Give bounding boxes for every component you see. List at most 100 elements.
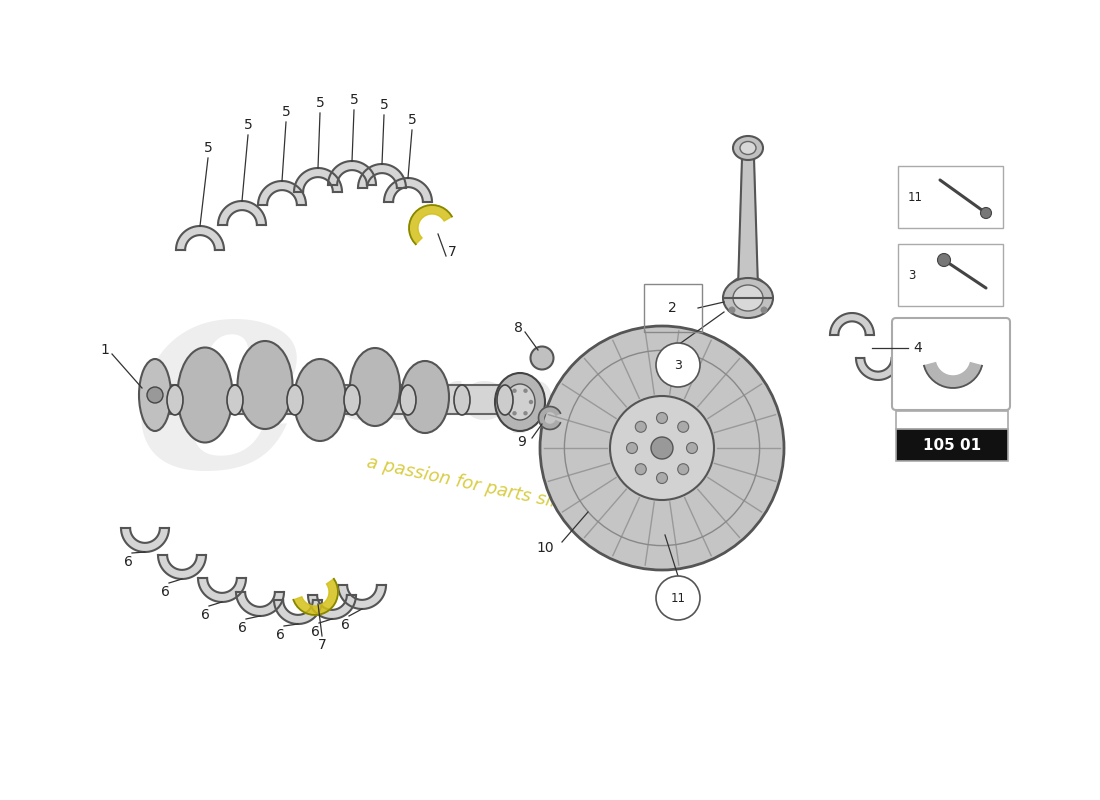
Text: 5: 5 — [350, 93, 359, 107]
Ellipse shape — [344, 385, 360, 415]
Circle shape — [540, 326, 784, 570]
Ellipse shape — [505, 384, 535, 420]
Text: europärts: europärts — [336, 366, 704, 434]
Text: 6: 6 — [161, 585, 169, 599]
Polygon shape — [294, 579, 338, 615]
Circle shape — [656, 576, 700, 620]
Ellipse shape — [294, 359, 346, 441]
Polygon shape — [338, 585, 386, 609]
Text: 6: 6 — [341, 618, 350, 632]
Text: 5: 5 — [282, 105, 290, 119]
Text: 11: 11 — [671, 591, 685, 605]
Text: 6: 6 — [310, 625, 319, 639]
Text: 5: 5 — [243, 118, 252, 132]
Polygon shape — [158, 555, 206, 579]
Circle shape — [513, 389, 517, 393]
Text: 5: 5 — [379, 98, 388, 112]
Circle shape — [657, 413, 668, 423]
Text: 5: 5 — [316, 96, 324, 110]
Circle shape — [529, 400, 534, 404]
Text: 9: 9 — [518, 435, 527, 449]
Circle shape — [147, 387, 163, 403]
Circle shape — [678, 422, 689, 432]
Circle shape — [507, 400, 512, 404]
Polygon shape — [176, 226, 224, 250]
Circle shape — [760, 306, 768, 314]
Polygon shape — [121, 528, 169, 552]
Bar — [896, 429, 1008, 461]
Circle shape — [513, 411, 517, 415]
Text: 3: 3 — [908, 269, 915, 282]
Polygon shape — [308, 595, 356, 619]
Circle shape — [657, 473, 668, 483]
Ellipse shape — [733, 285, 763, 311]
Ellipse shape — [454, 385, 470, 415]
Circle shape — [686, 442, 697, 454]
Polygon shape — [830, 313, 874, 335]
Text: 4: 4 — [914, 341, 923, 355]
Ellipse shape — [238, 341, 293, 429]
Polygon shape — [409, 205, 452, 244]
Text: 5: 5 — [408, 113, 417, 127]
Polygon shape — [384, 178, 432, 202]
Text: 7: 7 — [318, 638, 327, 652]
Text: 11: 11 — [908, 190, 923, 203]
Ellipse shape — [350, 348, 400, 426]
Ellipse shape — [402, 361, 449, 433]
Text: 3: 3 — [674, 358, 682, 371]
Circle shape — [651, 437, 673, 459]
Text: 5: 5 — [204, 141, 212, 155]
Text: 1: 1 — [100, 343, 109, 357]
Text: 2: 2 — [668, 301, 676, 315]
Polygon shape — [218, 201, 266, 225]
Polygon shape — [274, 600, 322, 624]
Circle shape — [627, 442, 638, 454]
Circle shape — [937, 254, 950, 266]
Text: 6: 6 — [200, 608, 209, 622]
Ellipse shape — [139, 359, 170, 431]
Polygon shape — [856, 358, 900, 380]
Polygon shape — [726, 276, 770, 298]
Circle shape — [636, 422, 647, 432]
Ellipse shape — [167, 385, 183, 415]
Polygon shape — [539, 406, 560, 430]
Ellipse shape — [400, 385, 416, 415]
Text: 105 01: 105 01 — [923, 438, 981, 453]
Ellipse shape — [495, 373, 544, 431]
Circle shape — [530, 346, 553, 370]
Text: 6: 6 — [123, 555, 132, 569]
Ellipse shape — [723, 278, 773, 318]
Text: 7: 7 — [448, 245, 456, 259]
Text: 6: 6 — [276, 628, 285, 642]
Circle shape — [728, 306, 736, 314]
Polygon shape — [236, 592, 284, 616]
Polygon shape — [294, 168, 342, 192]
Bar — [898, 244, 1003, 306]
Ellipse shape — [497, 385, 513, 415]
FancyBboxPatch shape — [892, 318, 1010, 410]
Polygon shape — [198, 578, 246, 602]
Text: e: e — [132, 255, 308, 525]
Circle shape — [610, 396, 714, 500]
Circle shape — [656, 343, 700, 387]
Polygon shape — [738, 158, 758, 288]
Polygon shape — [358, 164, 406, 188]
Ellipse shape — [287, 385, 303, 415]
Circle shape — [980, 207, 991, 218]
Ellipse shape — [177, 347, 232, 442]
Ellipse shape — [733, 136, 763, 160]
Circle shape — [678, 464, 689, 474]
Ellipse shape — [740, 142, 756, 154]
Circle shape — [524, 389, 528, 393]
Circle shape — [636, 464, 647, 474]
Text: 10: 10 — [536, 541, 553, 555]
Bar — [896, 411, 1008, 429]
Text: 8: 8 — [514, 321, 522, 335]
Bar — [898, 166, 1003, 228]
Ellipse shape — [227, 385, 243, 415]
Polygon shape — [258, 181, 306, 205]
Polygon shape — [328, 161, 376, 185]
Text: a passion for parts since 1985: a passion for parts since 1985 — [365, 453, 635, 527]
Circle shape — [524, 411, 528, 415]
FancyBboxPatch shape — [153, 385, 507, 414]
